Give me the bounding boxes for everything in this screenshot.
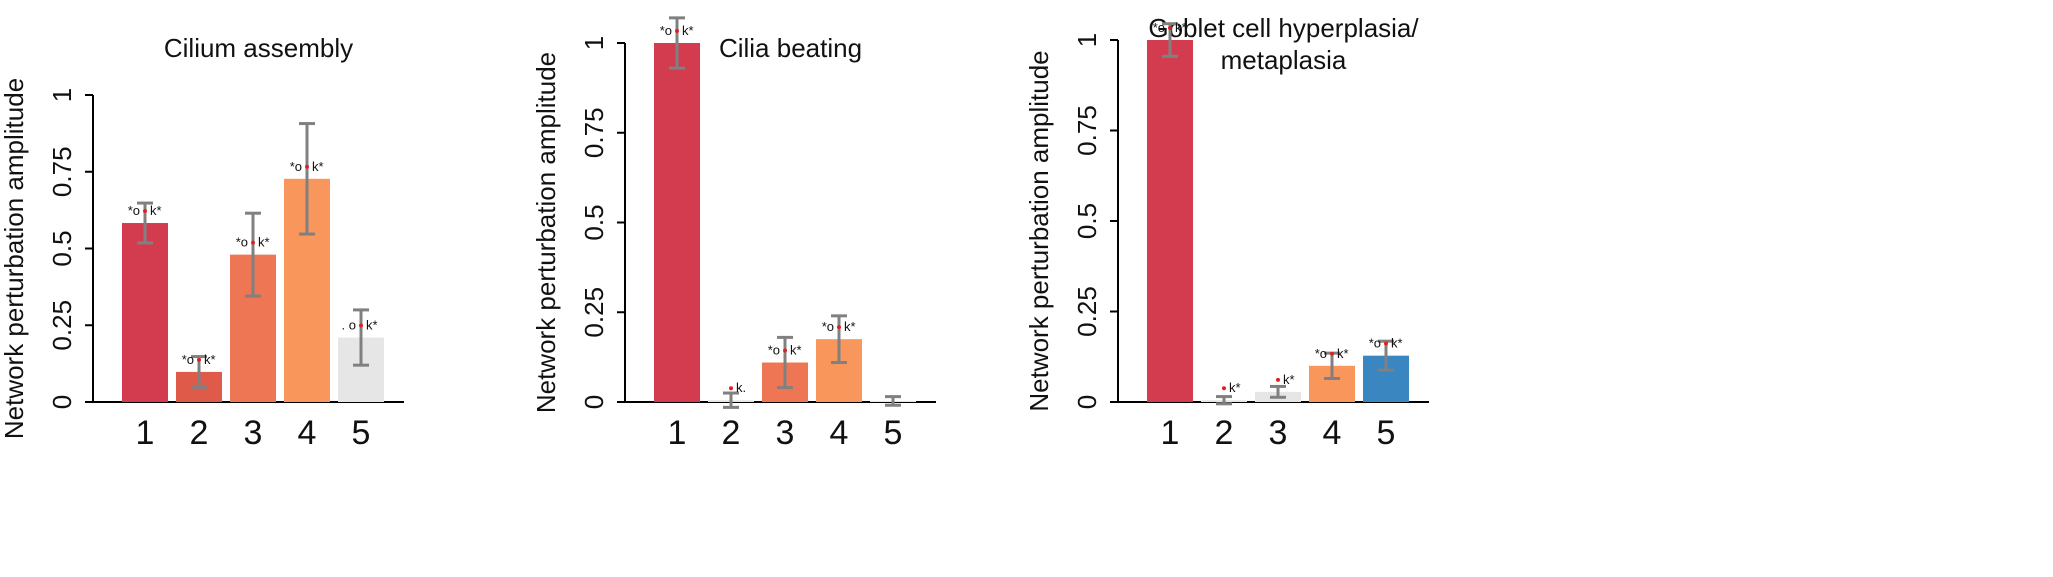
x-tick-label: 3 (776, 414, 795, 452)
y-tick-label: 1 (47, 88, 77, 102)
marker-dot (783, 348, 787, 353)
marker-dot (197, 357, 201, 362)
y-tick-label: 0 (579, 395, 609, 409)
y-axis-label: Network perturbation amplitude (1024, 50, 1054, 411)
marker-dot (1384, 341, 1388, 346)
marker-right: k* (204, 352, 216, 367)
marker-left: *o (236, 235, 248, 250)
x-tick-label: 2 (722, 414, 741, 452)
marker-right: k* (1229, 380, 1241, 395)
marker-right: k* (1283, 372, 1295, 387)
y-tick-label: 0 (1072, 395, 1102, 409)
marker-right: k* (1391, 336, 1403, 351)
marker-right: k* (790, 343, 802, 358)
x-tick-label: 4 (830, 414, 849, 452)
marker-left: . o (342, 318, 356, 333)
y-tick-label: 1 (1072, 33, 1102, 47)
y-axis-label: Network perturbation amplitude (531, 52, 561, 413)
marker-dot (251, 240, 255, 245)
y-tick-label: 0.5 (47, 230, 77, 266)
chart: Cilia beating Network perturbation amplit… (531, 16, 936, 452)
marker-left: *o (660, 23, 672, 38)
y-tick-label: 0 (47, 395, 77, 409)
marker-dot (675, 29, 679, 33)
marker-right: k* (1337, 346, 1349, 361)
bar (1147, 40, 1193, 402)
x-tick-label: 1 (668, 414, 687, 452)
marker-left: *o (128, 203, 140, 218)
y-tick-label: 0.25 (47, 300, 77, 351)
marker-right: k* (1175, 20, 1187, 35)
y-tick-label: 0.25 (1072, 286, 1102, 337)
y-tick-label: 0.25 (579, 287, 609, 338)
marker-dot (359, 323, 363, 328)
y-tick-label: 1 (579, 36, 609, 50)
marker-left: *o (290, 159, 302, 174)
marker-left: *o (1153, 20, 1165, 35)
chart-title: Cilia beating (719, 33, 862, 63)
x-tick-label: 4 (1323, 414, 1342, 452)
marker-right: k* (150, 203, 162, 218)
marker-dot (1330, 351, 1334, 356)
marker-dot (305, 164, 309, 169)
x-tick-label: 2 (190, 414, 209, 452)
marker-dot (143, 209, 147, 214)
marker-dot (837, 325, 841, 330)
x-tick-label: 1 (136, 414, 155, 452)
marker-left: *o (182, 352, 194, 367)
y-axis-label: Network perturbation amplitude (0, 78, 29, 439)
x-tick-label: 3 (1269, 414, 1288, 452)
y-tick-label: 0.75 (47, 146, 77, 197)
marker-dot (1276, 377, 1280, 382)
chart: Goblet cell hyperplasia/metaplasia Networ… (1024, 13, 1429, 452)
marker-left: *o (1369, 336, 1381, 351)
x-tick-label: 4 (298, 414, 317, 452)
marker-dot (1222, 386, 1226, 391)
marker-left: *o (768, 343, 780, 358)
marker-right: k* (366, 318, 378, 333)
x-tick-label: 5 (884, 414, 903, 452)
x-tick-label: 2 (1215, 414, 1234, 452)
marker-right: k. (736, 380, 746, 395)
marker-dot (1168, 26, 1172, 30)
marker-right: k* (682, 23, 694, 38)
x-tick-label: 3 (244, 414, 263, 452)
y-tick-label: 0.75 (579, 107, 609, 158)
x-tick-label: 5 (352, 414, 371, 452)
marker-left: *o (1315, 346, 1327, 361)
marker-right: k* (258, 235, 270, 250)
y-tick-label: 0.5 (579, 204, 609, 240)
bar (122, 223, 168, 402)
bar (654, 43, 700, 402)
chart-title: metaplasia (1221, 45, 1347, 75)
x-tick-label: 5 (1377, 414, 1396, 452)
marker-right: k* (312, 159, 324, 174)
x-tick-label: 1 (1161, 414, 1180, 452)
y-tick-label: 0.5 (1072, 203, 1102, 239)
marker-dot (729, 386, 733, 391)
chart: Cilium assembly Network perturbation ampl… (0, 33, 404, 452)
marker-right: k* (844, 319, 856, 334)
chart-title: Cilium assembly (164, 33, 353, 63)
y-tick-label: 0.75 (1072, 105, 1102, 156)
chart-title: Goblet cell hyperplasia/ (1148, 13, 1419, 43)
marker-left: *o (822, 319, 834, 334)
